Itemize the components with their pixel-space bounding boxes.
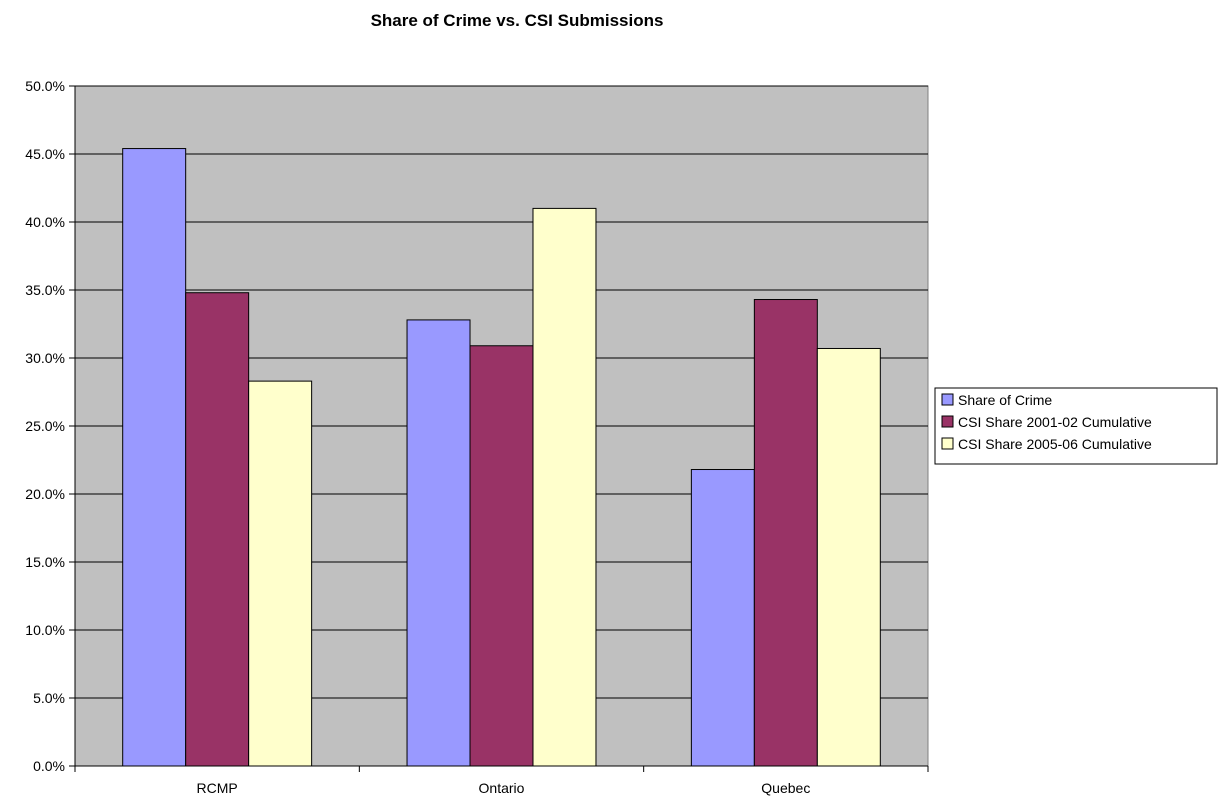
legend-label: Share of Crime	[958, 392, 1052, 408]
legend-label: CSI Share 2005-06 Cumulative	[958, 436, 1152, 452]
x-tick-label: Quebec	[761, 780, 810, 796]
x-tick-label: RCMP	[197, 780, 238, 796]
bar-3-rcmp	[248, 380, 313, 767]
legend-label: CSI Share 2001-02 Cumulative	[958, 414, 1152, 430]
y-tick-label: 40.0%	[25, 214, 65, 230]
bar-2-ontario	[469, 345, 534, 767]
y-tick-label: 35.0%	[25, 282, 65, 298]
legend-swatch	[941, 393, 954, 406]
y-tick-label: 25.0%	[25, 418, 65, 434]
legend-box	[934, 387, 1218, 465]
y-tick-label: 10.0%	[25, 622, 65, 638]
x-tick-label: Ontario	[479, 780, 525, 796]
bar-2-quebec	[753, 299, 818, 767]
y-tick-label: 50.0%	[25, 78, 65, 94]
legend-swatch	[941, 415, 954, 428]
y-tick-label: 45.0%	[25, 146, 65, 162]
y-tick-label: 5.0%	[33, 690, 65, 706]
y-tick-label: 20.0%	[25, 486, 65, 502]
bar-3-ontario	[532, 207, 597, 767]
legend-swatch	[941, 437, 954, 450]
axes	[69, 85, 929, 772]
bar-3-quebec	[816, 347, 881, 767]
bar-1-quebec	[690, 469, 755, 767]
y-tick-label: 0.0%	[33, 758, 65, 774]
chart-title: Share of Crime vs. CSI Submissions	[371, 11, 664, 30]
y-tick-label: 15.0%	[25, 554, 65, 570]
y-tick-labels: 0.0% 5.0% 10.0% 15.0% 20.0% 25.0% 30.0% 35.0% 40…	[25, 78, 65, 774]
y-tick-label: 30.0%	[25, 350, 65, 366]
bar-1-ontario	[406, 319, 471, 767]
legend: Share of Crime CSI Share 2001-02 Cumulati…	[934, 387, 1218, 465]
bar-2-rcmp	[185, 292, 250, 767]
x-tick-labels: RCMP Ontario Quebec	[197, 780, 811, 796]
bar-1-rcmp	[122, 148, 187, 767]
